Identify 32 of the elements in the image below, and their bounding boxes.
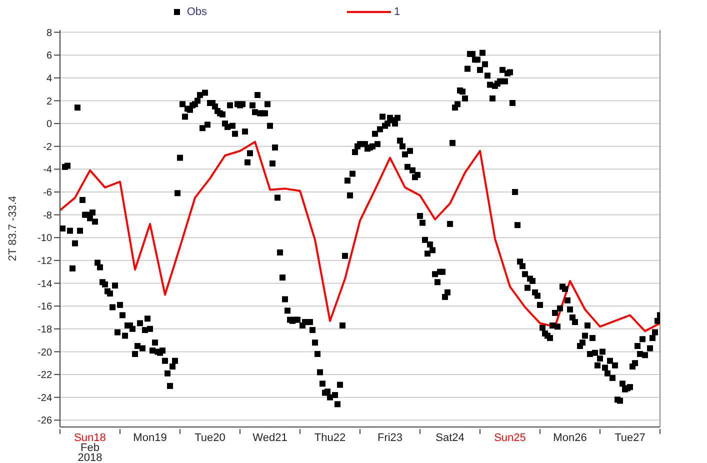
x-tick-label: Mon19 [133,432,167,444]
x-tick-label: Thu22 [314,432,346,444]
y-tick-label: -14 [38,278,52,290]
y-tick-label: 2 [46,96,52,108]
y-tick-label: -8 [43,210,52,222]
line-series [60,140,660,332]
x-tick-label: Mon26 [553,432,587,444]
y-tick-label: -24 [38,392,52,404]
y-tick-label: -4 [43,164,52,176]
y-tick-label: -12 [38,256,52,267]
x-tick-label: Sun18 Feb 2018 [74,432,106,463]
x-tick-label: Wed21 [252,432,288,444]
y-tick-label: 8 [46,28,52,39]
y-tick-label: 6 [46,50,52,62]
y-tick-label: -22 [38,370,52,382]
y-tick-label: -10 [38,233,52,244]
y-tick-label: -16 [38,302,52,313]
x-tick-label: Sat24 [436,432,464,444]
y-tick-label: -6 [43,188,52,199]
x-tick-label: Tue20 [194,432,226,444]
y-tick-label: -2 [43,142,52,153]
x-tick-label: Sun25 [494,432,526,444]
y-axis-title: 2T 83.7 -33.4 [6,196,19,262]
legend-label: Obs [186,6,208,18]
y-tick-label: -20 [38,347,52,358]
y-tick-label: 4 [46,73,52,84]
legend-label: 1 [394,6,400,18]
y-tick-label: 0 [46,119,52,130]
x-tick-label: Fri23 [377,432,403,444]
x-tick-label: Tue27 [614,432,646,444]
y-tick-label: -26 [38,416,52,427]
y-tick-label: -18 [38,324,52,336]
